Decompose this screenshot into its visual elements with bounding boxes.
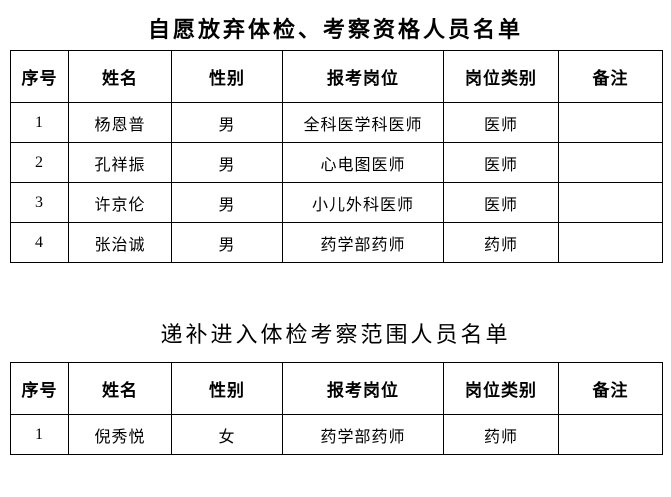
table-2-title: 递补进入体检考察范围人员名单: [160, 322, 511, 347]
column-header-seq: 序号: [10, 50, 69, 103]
table-header-row: 序号 姓名 性别 报考岗位 岗位类别 备注: [10, 362, 663, 415]
cell-seq: 3: [10, 182, 69, 223]
replacement-roster-table: 序号 姓名 性别 报考岗位 岗位类别 备注 1 倪秀悦 女 药学部药师 药师: [10, 362, 663, 455]
cell-category: 医师: [443, 102, 559, 143]
document-page: 自愿放弃体检、考察资格人员名单 序号 姓名 性别 报考岗位 岗位类别 备注 1 …: [0, 16, 671, 455]
table-header-row: 序号 姓名 性别 报考岗位 岗位类别 备注: [10, 50, 663, 103]
column-header-gender: 性别: [171, 362, 283, 415]
column-header-category: 岗位类别: [443, 50, 559, 103]
table-row: 4 张治诚 男 药学部药师 药师: [10, 222, 663, 263]
cell-seq: 4: [10, 222, 69, 263]
cell-gender: 女: [171, 414, 283, 455]
column-header-remark: 备注: [558, 50, 663, 103]
cell-seq: 1: [10, 414, 69, 455]
column-header-remark: 备注: [558, 362, 663, 415]
cell-position: 药学部药师: [282, 222, 444, 263]
column-header-category: 岗位类别: [443, 362, 559, 415]
withdrawal-roster-table: 序号 姓名 性别 报考岗位 岗位类别 备注 1 杨恩普 男 全科医学科医师 医师…: [10, 50, 663, 263]
cell-position: 药学部药师: [282, 414, 444, 455]
cell-gender: 男: [171, 102, 283, 143]
cell-seq: 1: [10, 102, 69, 143]
cell-position: 小儿外科医师: [282, 182, 444, 223]
cell-gender: 男: [171, 222, 283, 263]
column-header-name: 姓名: [68, 362, 172, 415]
cell-remark: [558, 142, 663, 183]
cell-name: 倪秀悦: [68, 414, 172, 455]
column-header-position: 报考岗位: [282, 50, 444, 103]
cell-seq: 2: [10, 142, 69, 183]
cell-name: 杨恩普: [68, 102, 172, 143]
column-header-position: 报考岗位: [282, 362, 444, 415]
cell-category: 医师: [443, 182, 559, 223]
cell-remark: [558, 414, 663, 455]
cell-name: 许京伦: [68, 182, 172, 223]
table-1-title: 自愿放弃体检、考察资格人员名单: [147, 17, 523, 42]
table-row: 2 孔祥振 男 心电图医师 医师: [10, 142, 663, 183]
column-header-gender: 性别: [171, 50, 283, 103]
cell-remark: [558, 182, 663, 223]
cell-position: 心电图医师: [282, 142, 444, 183]
column-header-name: 姓名: [68, 50, 172, 103]
table-row: 3 许京伦 男 小儿外科医师 医师: [10, 182, 663, 223]
cell-position: 全科医学科医师: [282, 102, 444, 143]
cell-remark: [558, 102, 663, 143]
cell-name: 孔祥振: [68, 142, 172, 183]
table-row: 1 倪秀悦 女 药学部药师 药师: [10, 414, 663, 455]
table-row: 1 杨恩普 男 全科医学科医师 医师: [10, 102, 663, 143]
cell-name: 张治诚: [68, 222, 172, 263]
cell-category: 医师: [443, 142, 559, 183]
column-header-seq: 序号: [10, 362, 69, 415]
cell-category: 药师: [443, 222, 559, 263]
cell-gender: 男: [171, 142, 283, 183]
cell-remark: [558, 222, 663, 263]
cell-category: 药师: [443, 414, 559, 455]
cell-gender: 男: [171, 182, 283, 223]
